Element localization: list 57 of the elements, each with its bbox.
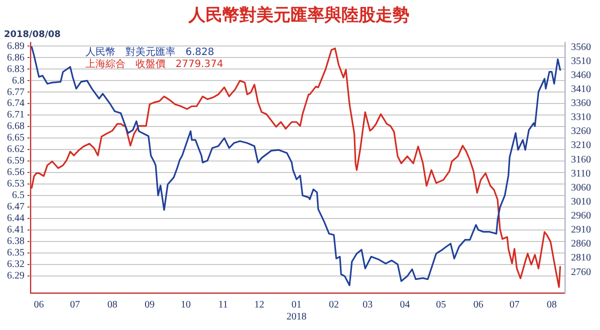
y2-tick-label: 3510 bbox=[571, 56, 591, 67]
x-tick-label: 09 bbox=[144, 300, 155, 311]
y2-tick-label: 2860 bbox=[571, 238, 591, 250]
y2-tick-label: 3210 bbox=[571, 140, 591, 152]
x-tick-label: 06 bbox=[34, 300, 44, 311]
y-tick-label: 6.62 bbox=[7, 144, 24, 156]
x-tick-label: 07 bbox=[70, 300, 80, 311]
series-label: 上海綜合 收盤價 2779.374 bbox=[86, 58, 224, 70]
y-tick-label: 6.35 bbox=[7, 247, 24, 258]
y-tick-label: 6.47 bbox=[7, 202, 24, 213]
x-tick-label: 06 bbox=[473, 300, 484, 311]
x-tick-label: 04 bbox=[400, 300, 410, 311]
y2-tick-label: 3110 bbox=[571, 168, 591, 180]
y-tick-label: 6.32 bbox=[7, 258, 24, 270]
y-tick-label: 6.56 bbox=[7, 167, 24, 178]
y2-tick-label: 2910 bbox=[571, 224, 591, 236]
x-tick-label: 07 bbox=[509, 300, 520, 311]
y2-tick-label: 3160 bbox=[571, 154, 591, 166]
y2-tick-label: 3060 bbox=[571, 182, 591, 194]
y-tick-label: 6.77 bbox=[7, 86, 24, 98]
y-tick-label: 6.65 bbox=[7, 132, 24, 144]
x-tick-label: 01 2018 bbox=[286, 300, 307, 323]
y-tick-label: 6.86 bbox=[7, 52, 24, 64]
y2-tick-label: 3410 bbox=[571, 84, 591, 95]
y-tick-label: 6.44 bbox=[7, 213, 24, 224]
y-tick-label: 6.71 bbox=[7, 110, 24, 121]
y-tick-label: 6.68 bbox=[7, 121, 24, 132]
y2-tick-label: 3360 bbox=[571, 98, 591, 110]
y-tick-label: 6.89 bbox=[7, 40, 24, 52]
y-tick-label: 6.29 bbox=[7, 270, 24, 282]
x-tick-label: 05 bbox=[436, 300, 446, 311]
x-tick-label: 03 bbox=[362, 300, 373, 311]
text: 2018/08/08 bbox=[4, 30, 61, 40]
x-tick-label: 12 bbox=[254, 300, 264, 311]
y-tick-label: 6.53 bbox=[7, 178, 24, 190]
y2-tick-label: 2810 bbox=[571, 252, 591, 264]
x-tick-label: 08 bbox=[107, 300, 118, 311]
y-tick-label: 6.38 bbox=[7, 236, 24, 247]
y-tick-label: 6.59 bbox=[7, 156, 24, 167]
y-tick-label: 6.41 bbox=[7, 224, 24, 236]
series-label: 人民幣 對美元匯率 6.828 bbox=[86, 46, 214, 58]
y-tick-label: 6.83 bbox=[7, 64, 24, 75]
chart-title: 人民幣對美元匯率與陸股走勢 bbox=[188, 6, 410, 26]
x-tick-label: 11 bbox=[218, 300, 228, 311]
x-tick-label: 02 bbox=[328, 300, 339, 311]
y2-tick-label: 2760 bbox=[571, 266, 591, 278]
x-tick-label: 10 bbox=[180, 300, 191, 311]
y2-tick-label: 3560 bbox=[571, 42, 591, 53]
y-tick-label: 6.8 bbox=[12, 75, 24, 86]
y-tick-label: 6.74 bbox=[7, 98, 24, 110]
y2-tick-label: 2960 bbox=[571, 210, 591, 222]
y2-tick-label: 3260 bbox=[571, 126, 591, 138]
y2-tick-label: 3460 bbox=[571, 70, 591, 81]
y2-tick-label: 3310 bbox=[571, 112, 591, 124]
y-tick-label: 6.5 bbox=[12, 190, 24, 202]
y2-tick-label: 3010 bbox=[571, 196, 591, 208]
x-tick-label: 08 bbox=[546, 300, 557, 311]
